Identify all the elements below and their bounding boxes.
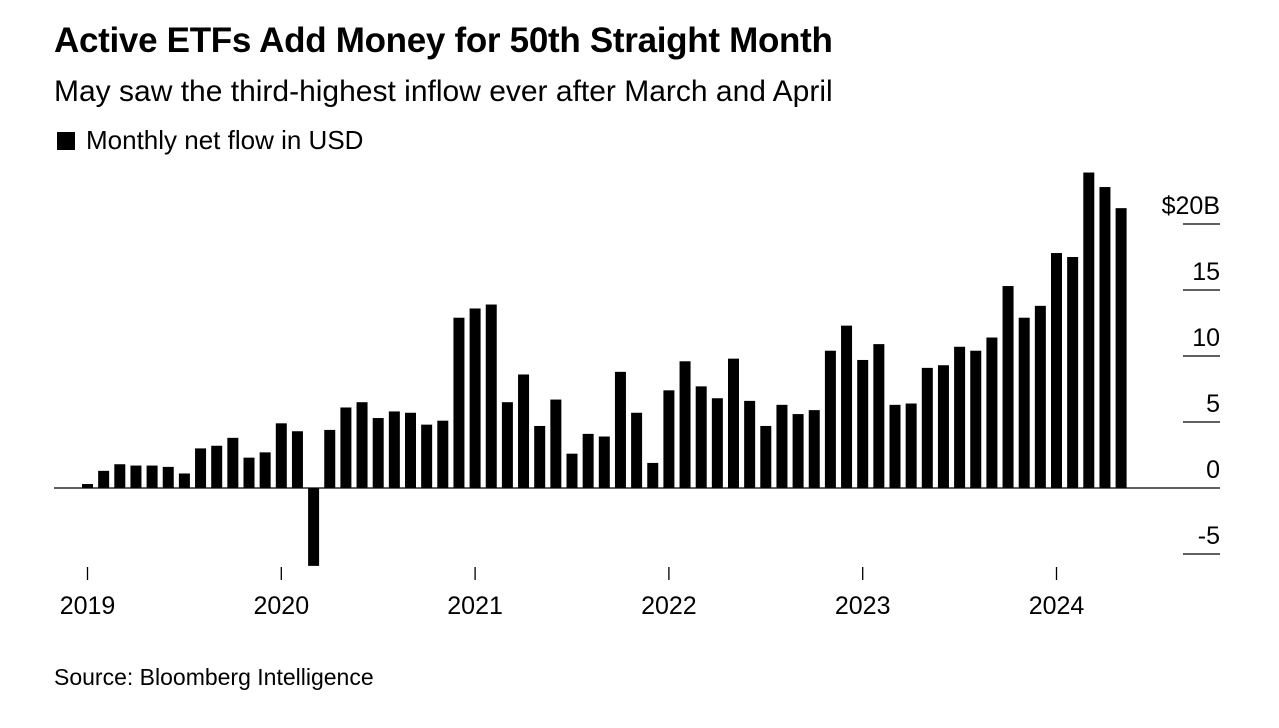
bar-2021-02 — [485, 304, 497, 488]
bar-2021-03 — [501, 402, 513, 488]
bar-2019-07 — [178, 473, 190, 488]
bar-2020-05 — [340, 407, 352, 488]
bar-2024-04 — [1099, 187, 1111, 489]
bar-2020-06 — [356, 402, 368, 488]
bar-2020-08 — [388, 411, 400, 488]
bar-2023-11 — [1018, 317, 1030, 488]
bar-2019-11 — [243, 457, 255, 488]
x-tick-label-2024: 2024 — [1029, 592, 1085, 620]
bar-2019-09 — [211, 445, 223, 488]
bar-2022-07 — [760, 425, 772, 488]
bar-2020-12 — [453, 317, 465, 488]
bar-2022-02 — [679, 361, 691, 488]
bar-2022-05 — [728, 358, 739, 488]
bar-2024-03 — [1083, 172, 1095, 488]
legend: Monthly net flow in USD — [57, 125, 363, 156]
bar-2023-12 — [1034, 305, 1046, 488]
bar-2021-04 — [518, 374, 530, 488]
bar-2020-04 — [324, 429, 336, 488]
source-note: Source: Bloomberg Intelligence — [54, 664, 374, 690]
y-tick-label-0: 0 — [1206, 456, 1220, 484]
bar-2024-02 — [1067, 257, 1079, 488]
y-tick-label-15: 15 — [1192, 258, 1220, 286]
bar-2024-01 — [1051, 253, 1062, 488]
bar-2021-01 — [469, 308, 481, 488]
bar-2020-03 — [308, 488, 320, 566]
bar-2023-07 — [954, 346, 966, 488]
bar-2022-01 — [663, 390, 675, 488]
bar-2019-03 — [114, 464, 126, 488]
bar-2023-05 — [921, 367, 933, 488]
bar-2022-03 — [695, 386, 707, 488]
y-tick-label-5: 5 — [1206, 390, 1220, 418]
bar-2021-07 — [566, 453, 578, 488]
x-tick-label-2020: 2020 — [253, 592, 309, 620]
bar-2023-02 — [873, 344, 885, 488]
y-axis: $20B 15 10 5 0 -5 — [1162, 192, 1220, 555]
y-tick-label-20: $20B — [1162, 192, 1220, 220]
x-tick-label-2019: 2019 — [60, 592, 116, 620]
bar-2022-11 — [824, 350, 836, 488]
bar-2021-06 — [550, 399, 562, 488]
bar-2024-05 — [1115, 208, 1127, 488]
bar-2021-11 — [631, 412, 643, 488]
bar-2021-08 — [582, 433, 594, 488]
bar-2020-07 — [372, 418, 384, 488]
bar-2020-11 — [437, 420, 449, 488]
bar-2023-10 — [1002, 286, 1014, 488]
bar-2019-12 — [259, 452, 271, 488]
bar-2023-09 — [986, 337, 998, 488]
bar-2020-09 — [405, 412, 416, 488]
bar-2019-05 — [146, 465, 158, 488]
bar-2023-01 — [857, 359, 869, 488]
chart-subtitle: May saw the third-highest inflow ever af… — [54, 75, 833, 108]
bar-2021-09 — [598, 436, 610, 488]
bar-2019-10 — [227, 437, 239, 488]
bar-2022-12 — [841, 325, 853, 488]
bar-2019-02 — [98, 470, 110, 488]
bar-2019-01 — [82, 484, 93, 488]
bar-2023-03 — [889, 404, 901, 488]
bar-2021-10 — [614, 371, 626, 488]
x-axis: 2019 2020 2021 2022 2023 2024 — [60, 567, 1085, 620]
bar-2021-05 — [534, 425, 546, 488]
y-tick-label-10: 10 — [1192, 324, 1220, 352]
chart-title: Active ETFs Add Money for 50th Straight … — [54, 21, 833, 60]
bar-2022-09 — [792, 414, 804, 488]
bar-2020-01 — [275, 423, 287, 488]
bar-2022-10 — [808, 410, 820, 488]
bar-2020-10 — [421, 424, 433, 488]
bar-2022-08 — [776, 404, 788, 488]
bars-group — [82, 172, 1127, 566]
x-tick-label-2022: 2022 — [641, 592, 697, 620]
bar-2019-04 — [130, 465, 142, 488]
legend-swatch — [57, 131, 75, 150]
bar-2022-06 — [744, 400, 756, 488]
x-tick-label-2023: 2023 — [835, 592, 891, 620]
bar-2020-02 — [291, 431, 303, 488]
bar-2023-04 — [905, 403, 917, 488]
bar-2021-12 — [647, 462, 659, 488]
bar-2023-08 — [970, 350, 982, 488]
y-tick-label--5: -5 — [1198, 522, 1220, 550]
legend-label: Monthly net flow in USD — [86, 125, 364, 155]
bar-2019-08 — [195, 448, 207, 488]
x-tick-label-2021: 2021 — [447, 592, 503, 620]
bar-2022-04 — [711, 398, 723, 488]
bar-2019-06 — [162, 466, 174, 488]
bar-2023-06 — [937, 365, 949, 488]
